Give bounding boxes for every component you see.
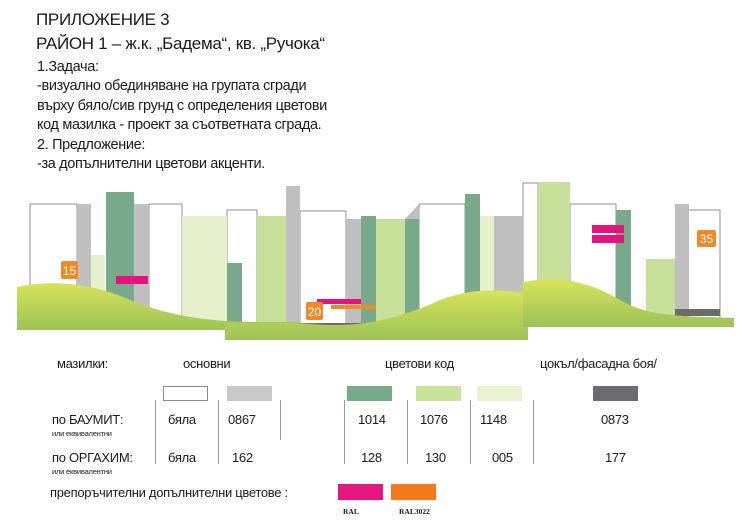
text-line: код мазилка - проект за съответната сгра… (37, 117, 322, 133)
divider (218, 400, 219, 464)
cell: 0867 (228, 412, 256, 427)
swatch-orange (391, 484, 436, 500)
divider (470, 400, 471, 464)
swatch-light-green (416, 386, 461, 401)
cell: 128 (361, 450, 382, 465)
floor-label: 35 (700, 232, 714, 246)
magenta-accent (592, 225, 624, 233)
swatch-dark-green (347, 386, 392, 401)
row-label: по БАУМИТ: (52, 412, 124, 427)
row-sublabel: или еквивалентни (52, 467, 112, 476)
buildings-illustration: 15 20 35 (17, 182, 734, 340)
text-line: 2. Предложение: (37, 137, 146, 153)
cell: 1014 (358, 412, 386, 427)
cell: бяла (168, 412, 196, 427)
divider (344, 400, 345, 464)
page-subtitle: РАЙОН 1 – ж.к. „Бадема“, кв. „Ручока“ (36, 34, 325, 53)
row-label: по ОРГАХИМ: (52, 450, 133, 465)
floor-badge (306, 302, 323, 320)
swatch-dark-gray (593, 386, 638, 401)
text-line: върху бяло/сив грунд с определения цвето… (37, 98, 327, 114)
swatch-pale-green (477, 386, 522, 401)
cell: 005 (492, 450, 513, 465)
divider (155, 400, 156, 464)
row-sublabel: или еквивалентни (52, 429, 112, 438)
cell: 1076 (420, 412, 448, 427)
magenta-accent (116, 276, 148, 284)
magenta-accent (317, 299, 361, 304)
text-line: -за допълнителни цветови акценти. (37, 156, 265, 172)
cell: 0873 (601, 412, 629, 427)
floor-label: 20 (308, 305, 322, 319)
swatch-gray (227, 386, 272, 401)
cell: 130 (425, 450, 446, 465)
floor-label: 15 (63, 264, 77, 278)
divider (533, 400, 534, 464)
ral-code: RAL (343, 507, 359, 516)
divider (407, 400, 408, 464)
swatch-magenta (338, 484, 383, 500)
extra-colors-label: препоръчителни допълнителни цветове : (50, 485, 288, 500)
floor-badge (697, 230, 716, 247)
floor-badge (61, 261, 78, 279)
magenta-accent (592, 235, 624, 243)
divider (280, 400, 281, 440)
cell: 1148 (480, 412, 507, 427)
swatch-white (163, 386, 208, 401)
cell: 162 (232, 450, 253, 465)
basic-heading: основни (183, 356, 231, 371)
plinth-heading: цокъл/фасадна боя/ (540, 356, 657, 371)
page-title: ПРИЛОЖЕНИЕ 3 (36, 10, 170, 29)
plasters-heading: мазилки: (57, 356, 108, 371)
ral-code: RAL3022 (399, 507, 430, 516)
orange-accent (331, 305, 376, 309)
text-line: 1.Задача: (37, 59, 99, 75)
text-line: -визуално обединяване на групата сгради (37, 78, 307, 94)
cell: бяла (168, 450, 196, 465)
cell: 177 (605, 450, 626, 465)
color-code-heading: цветови код (385, 356, 454, 371)
